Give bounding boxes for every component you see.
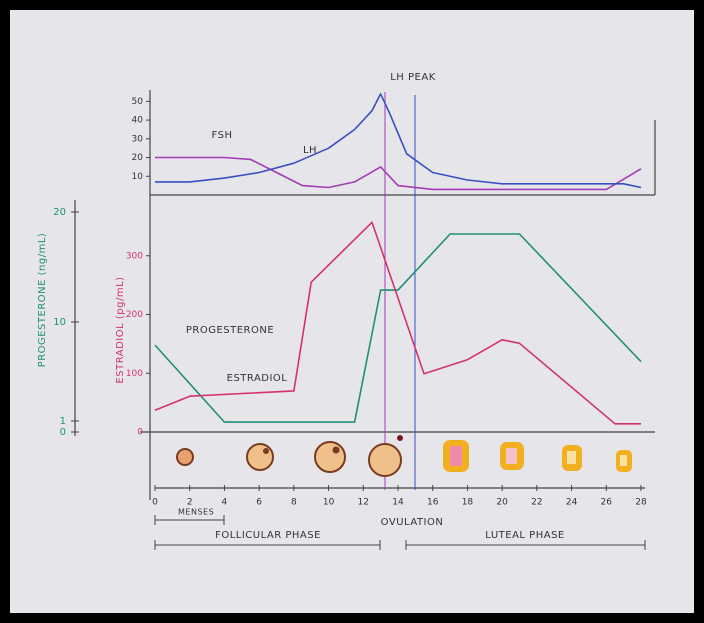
x-tick-label: 22 (531, 498, 542, 508)
x-tick-label: 24 (566, 498, 578, 508)
y2-axis-title: PROGESTERONE (ng/mL) (37, 233, 48, 368)
annotation: LH PEAK (390, 72, 436, 83)
y-tick-label: 10 (132, 172, 144, 182)
x-tick-label: 28 (635, 498, 647, 508)
y-tick-label: 40 (132, 116, 144, 126)
y-tick-label: 200 (126, 310, 143, 320)
x-tick-label: 12 (358, 498, 369, 508)
annotation: LUTEAL PHASE (485, 530, 564, 541)
x-tick-label: 14 (392, 498, 404, 508)
y2-tick-label: 10 (53, 317, 66, 328)
annotation: OVULATION (381, 517, 444, 528)
x-tick-label: 0 (152, 498, 158, 508)
y2-tick-label: 0 (60, 427, 66, 438)
x-tick-label: 26 (601, 498, 613, 508)
y-tick-label: 100 (126, 369, 143, 379)
y-tick-label: 0 (137, 428, 143, 438)
y-axis-title: ESTRADIOL (pg/mL) (115, 276, 126, 383)
y2-tick-label: 1 (60, 416, 66, 427)
paper (10, 10, 694, 613)
chart: LH PEAK OVULATION MENSES FOLLICULAR PHAS… (0, 0, 704, 623)
y-tick-label: 50 (132, 97, 144, 107)
y-tick-label: 300 (126, 251, 143, 261)
x-tick-label: 4 (222, 498, 228, 508)
y-tick-label: 20 (132, 153, 144, 163)
annotation: FOLLICULAR PHASE (215, 530, 321, 541)
series-label: PROGESTERONE (186, 325, 274, 336)
annotation: MENSES (178, 508, 214, 517)
x-tick-label: 10 (323, 498, 335, 508)
x-tick-label: 6 (256, 498, 262, 508)
x-tick-label: 2 (187, 498, 193, 508)
y-tick-label: 30 (132, 134, 144, 144)
x-tick-label: 16 (427, 498, 439, 508)
x-tick-label: 8 (291, 498, 297, 508)
series-label: FSH (212, 130, 233, 141)
x-tick-label: 18 (462, 498, 474, 508)
series-label: ESTRADIOL (227, 373, 288, 384)
y2-tick-label: 20 (53, 207, 66, 218)
x-tick-label: 20 (496, 498, 508, 508)
